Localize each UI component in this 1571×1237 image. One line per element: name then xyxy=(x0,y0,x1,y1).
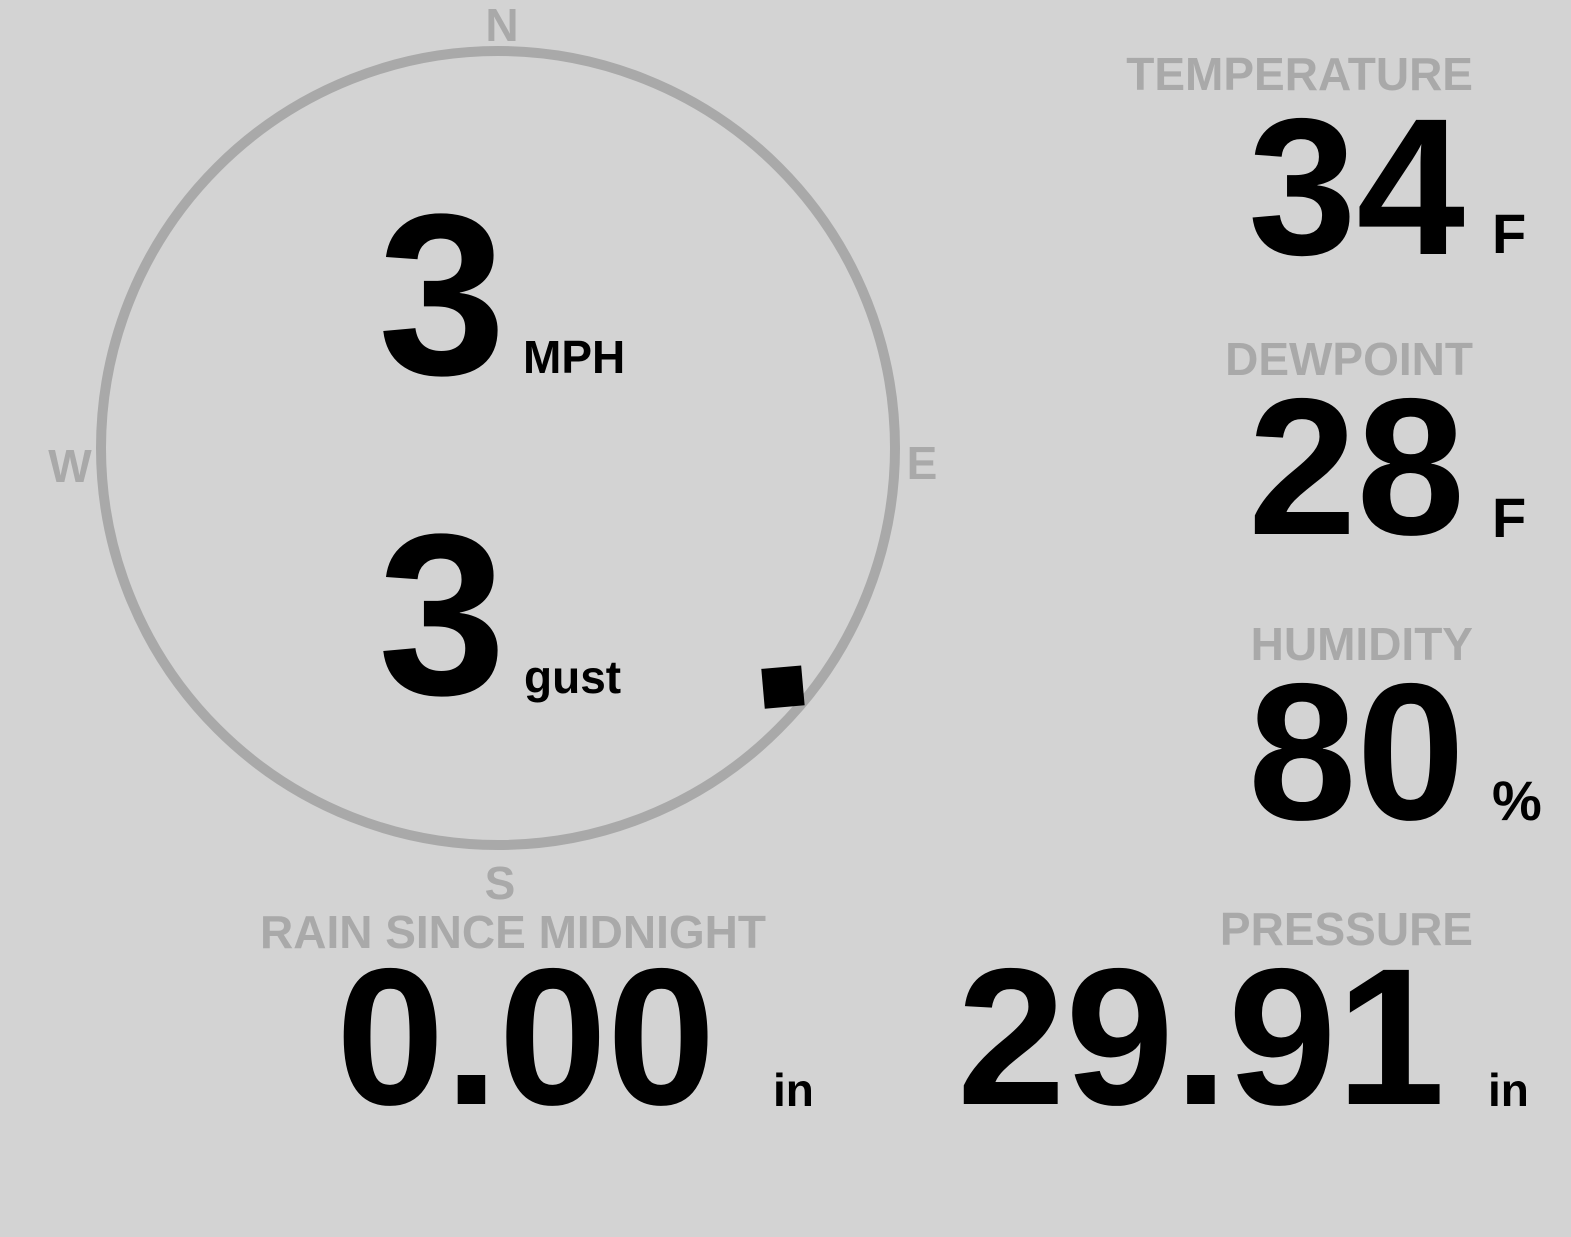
compass-south-label: S xyxy=(484,857,516,909)
humidity-label: HUMIDITY xyxy=(1250,618,1473,670)
wind-gust-value: 3 xyxy=(378,486,506,743)
wind-speed-value: 3 xyxy=(378,166,506,423)
wind-direction-marker-icon xyxy=(761,665,805,709)
pressure-label: PRESSURE xyxy=(1219,903,1473,955)
pressure-unit: in xyxy=(1488,1064,1529,1116)
compass-north-label: N xyxy=(485,0,519,51)
rain-unit: in xyxy=(773,1064,814,1116)
rain-label: RAIN SINCE MIDNIGHT xyxy=(260,906,766,958)
humidity-value: 80 xyxy=(1248,643,1465,861)
compass-ring xyxy=(96,46,900,850)
temperature-value: 34 xyxy=(1248,78,1465,296)
temperature-unit: F xyxy=(1492,202,1527,265)
compass-west-label: W xyxy=(48,440,92,492)
dewpoint-value: 28 xyxy=(1248,358,1465,576)
compass-east-label: E xyxy=(906,437,938,489)
wind-gust-label: gust xyxy=(524,651,622,703)
rain-value: 0.00 xyxy=(336,928,716,1146)
humidity-unit: % xyxy=(1492,769,1542,832)
temperature-label: TEMPERATURE xyxy=(1126,48,1473,100)
dewpoint-unit: F xyxy=(1492,486,1527,549)
pressure-value: 29.91 xyxy=(957,928,1445,1146)
dewpoint-label: DEWPOINT xyxy=(1225,333,1473,385)
wind-speed-unit: MPH xyxy=(523,331,626,383)
